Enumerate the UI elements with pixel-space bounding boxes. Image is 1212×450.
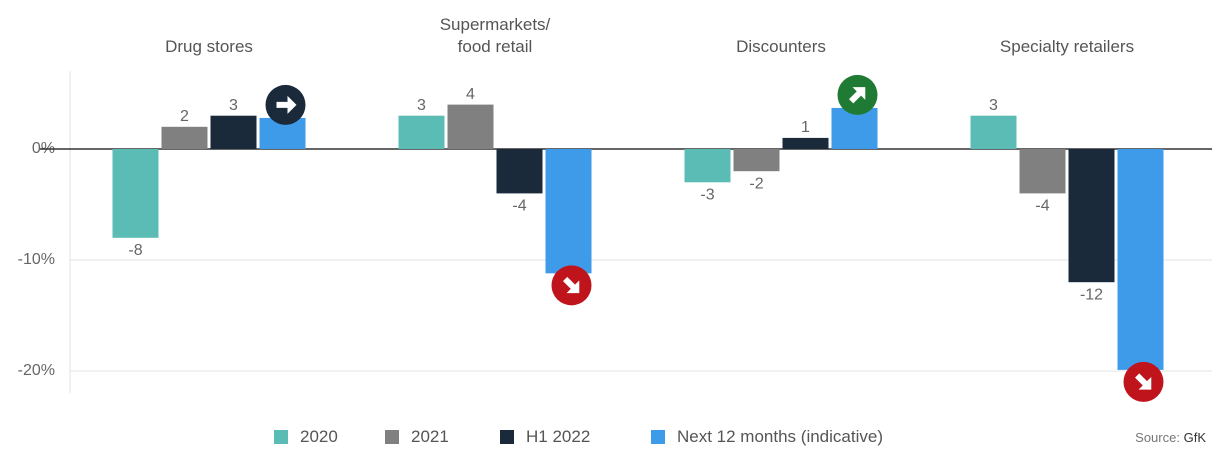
bar xyxy=(1068,149,1115,283)
legend-item: H1 2022 xyxy=(500,427,590,447)
data-label: 2 xyxy=(180,108,189,125)
category-label: Drug stores xyxy=(165,37,253,56)
bar xyxy=(782,137,829,149)
bar xyxy=(447,104,494,149)
data-label: -3 xyxy=(700,187,714,204)
trend-icon xyxy=(265,84,306,125)
legend-item: 2020 xyxy=(274,427,338,447)
trend-icon xyxy=(837,74,878,115)
category-label: Supermarkets/ food retail xyxy=(439,15,551,56)
bar xyxy=(161,126,208,149)
bar xyxy=(970,115,1017,149)
bar xyxy=(684,149,731,183)
category-label: Specialty retailers xyxy=(999,37,1135,56)
data-label: 3 xyxy=(229,97,238,114)
y-tick-label: -20% xyxy=(18,362,55,379)
source-name: GfK xyxy=(1183,430,1206,445)
y-tick-label: -10% xyxy=(18,251,55,268)
legend-label: 2020 xyxy=(300,427,338,446)
data-label: -8 xyxy=(128,242,142,259)
bar xyxy=(496,149,543,194)
legend-swatch xyxy=(651,430,665,444)
data-label: 3 xyxy=(989,97,998,114)
data-label: -4 xyxy=(1035,198,1049,215)
trend-icon-arrow xyxy=(563,276,580,294)
legend-item: Next 12 months (indicative) xyxy=(651,427,883,447)
data-label: -2 xyxy=(749,175,763,192)
bar xyxy=(398,115,445,149)
legend-label: Next 12 months (indicative) xyxy=(677,427,883,446)
trend-icon-arrow xyxy=(1135,373,1152,390)
legend-swatch xyxy=(274,430,288,444)
bar xyxy=(545,149,592,274)
source-label: Source: xyxy=(1135,430,1180,445)
data-label: 3 xyxy=(417,97,426,114)
data-label: 1 xyxy=(801,119,810,136)
bar xyxy=(1019,149,1066,194)
trend-icon-arrow xyxy=(276,95,297,114)
bar xyxy=(733,149,780,172)
bar xyxy=(831,107,878,149)
legend-item: 2021 xyxy=(385,427,449,447)
category-label: Discounters xyxy=(736,37,826,56)
trend-icon xyxy=(1123,361,1164,402)
legend-label: H1 2022 xyxy=(526,427,591,446)
data-label: 4 xyxy=(466,86,475,103)
legend-swatch xyxy=(500,430,514,444)
bar xyxy=(112,149,159,238)
data-label: -4 xyxy=(512,198,526,215)
trend-icon-arrow xyxy=(849,87,866,104)
legend-swatch xyxy=(385,430,399,444)
legend-label: 2021 xyxy=(411,427,449,446)
trend-icon xyxy=(551,265,592,306)
bar xyxy=(1117,149,1164,370)
source: Source: GfK xyxy=(1135,430,1206,445)
data-label: -12 xyxy=(1080,286,1103,303)
bar xyxy=(210,115,257,149)
